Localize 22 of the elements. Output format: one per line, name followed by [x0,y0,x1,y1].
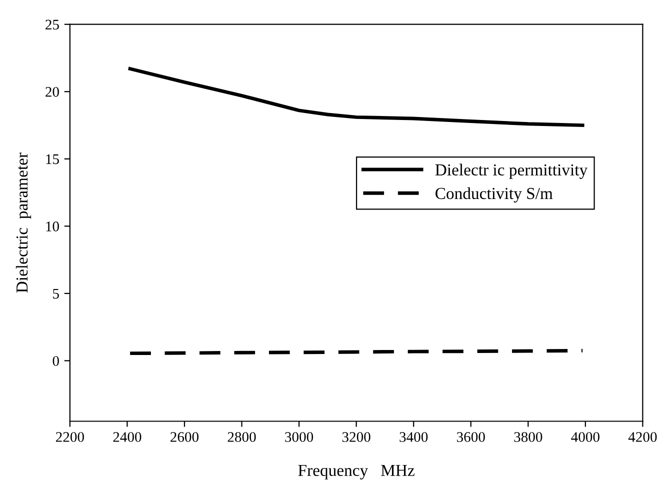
x-tick-label: 3200 [342,432,370,442]
x-tick-label: 3800 [514,432,542,442]
x-tick-label: 2600 [170,432,199,442]
x-tick-label: 3400 [400,432,428,442]
y-axis-title: Dielectric parameter [16,152,32,293]
y-tick-label: 25 [46,20,59,30]
y-tick-label: 0 [52,356,59,366]
x-tick-label: 2400 [113,432,142,442]
x-tick-label: 3600 [456,432,485,442]
x-tick-label: 4200 [628,432,657,442]
legend-label: Dielectr ic permittivity [435,164,588,179]
x-tick-label: 2800 [228,432,256,442]
x-tick-label: 4000 [571,432,600,442]
legend-label: Conductivity S/m [436,187,553,203]
y-tick-label: 15 [46,154,59,164]
line-series [128,67,584,127]
x-tick-label: 2200 [56,432,84,442]
y-tick-label: 5 [53,288,59,299]
x-axis-title: Frequency MHz [298,464,414,480]
y-tick-label: 20 [46,86,59,97]
x-tick-label: 3000 [285,432,314,442]
y-tick-label: 10 [46,222,59,232]
